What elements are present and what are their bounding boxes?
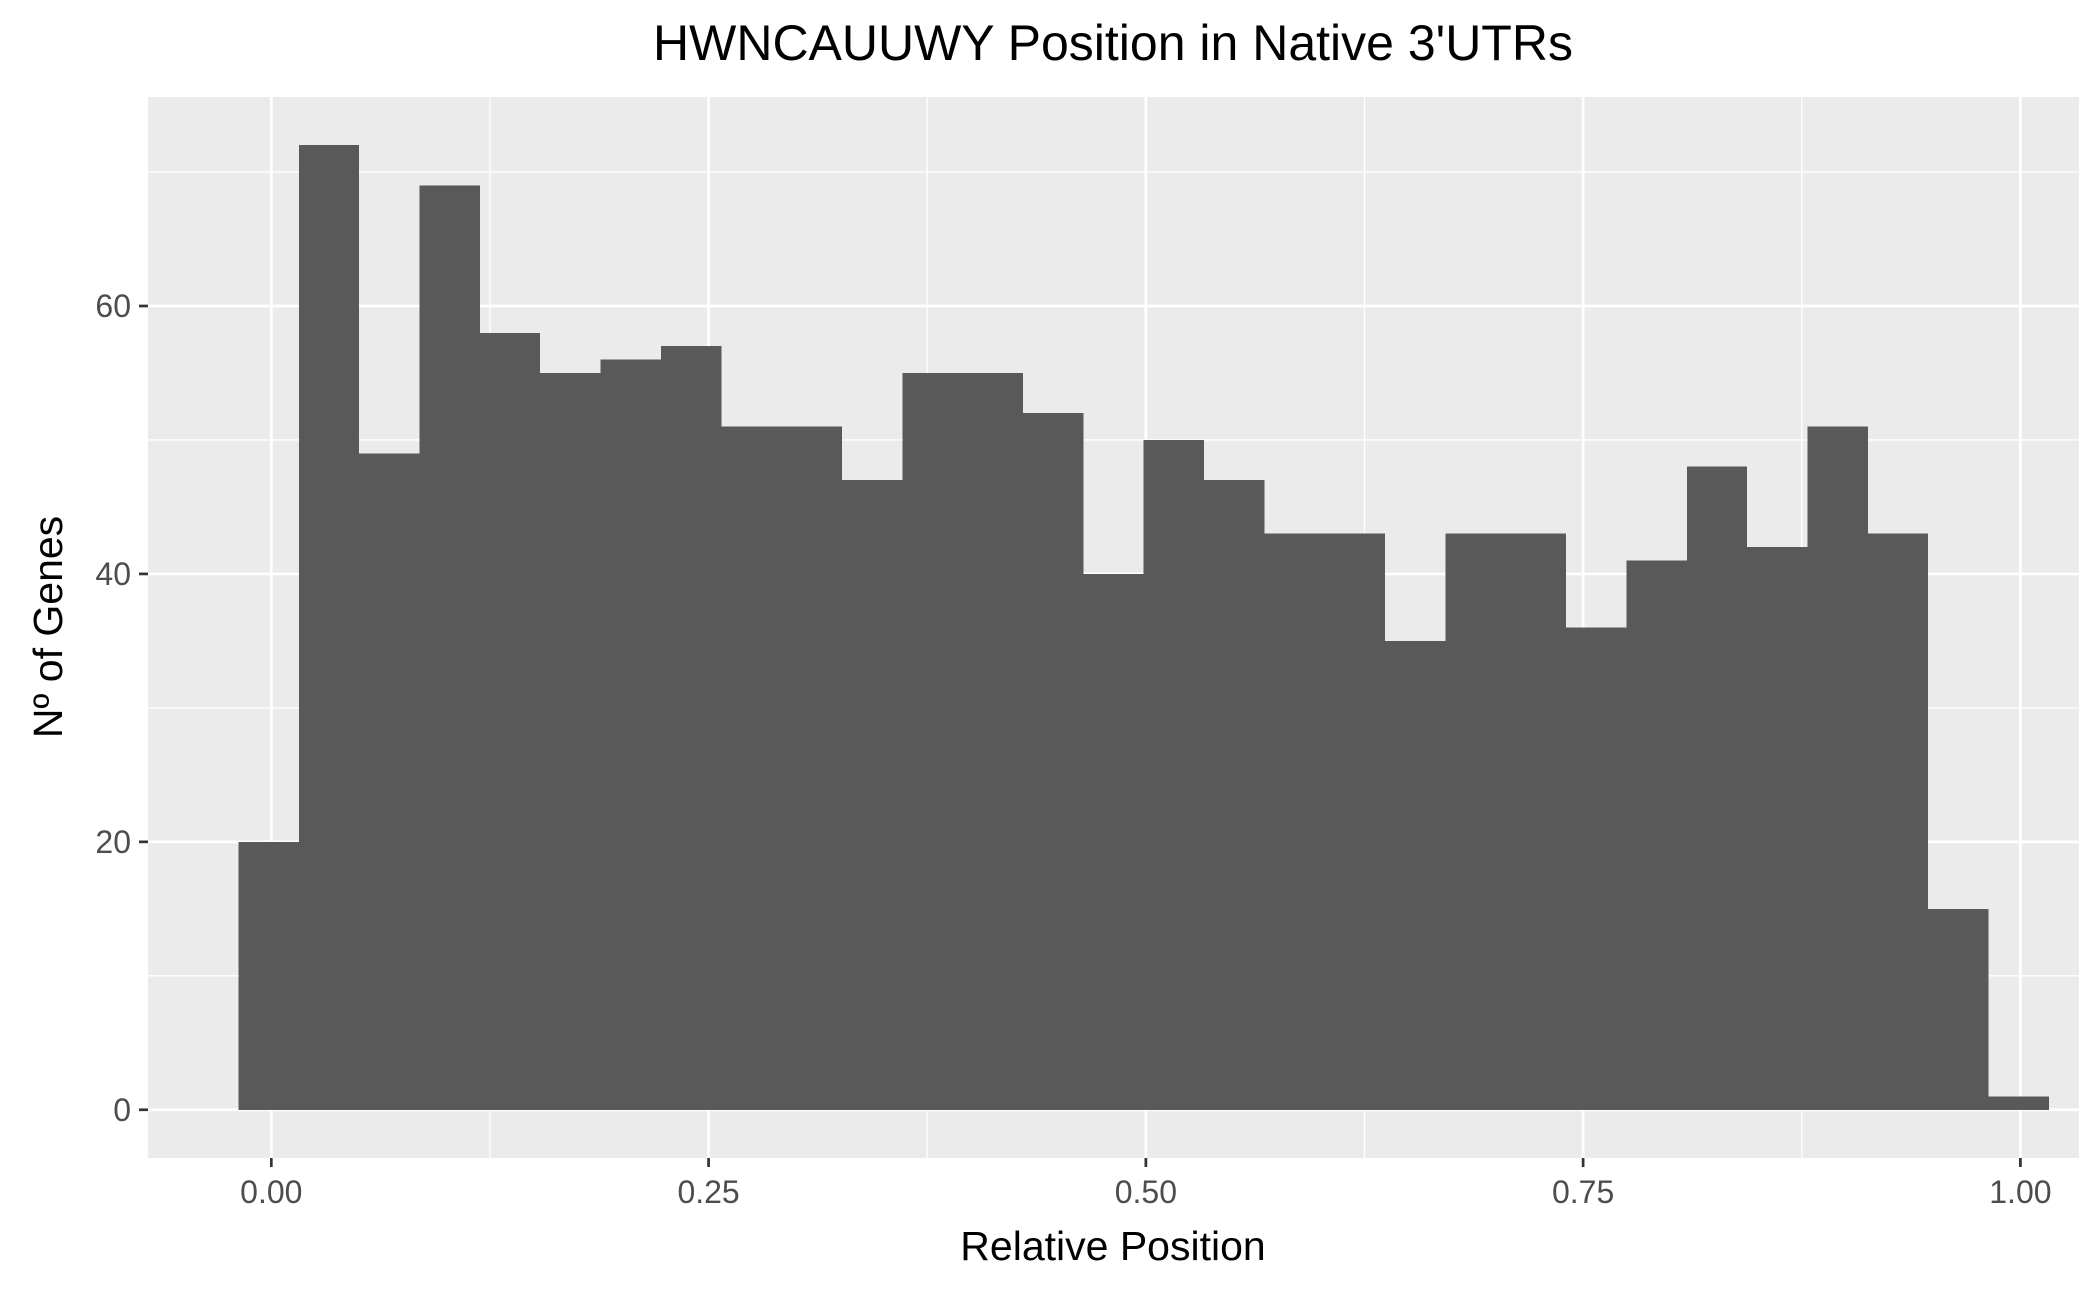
histogram-bar: [540, 372, 601, 1110]
histogram-bar: [1204, 480, 1265, 1110]
chart-title: HWNCAUUWY Position in Native 3'UTRs: [653, 15, 1573, 71]
histogram-bar: [1686, 466, 1748, 1110]
x-axis: 0.00 0.25 0.50 0.75 1.00: [240, 1158, 2052, 1210]
histogram-bar: [781, 426, 842, 1110]
histogram-bar: [962, 372, 1023, 1110]
histogram-bar: [1807, 426, 1868, 1110]
histogram-bar: [600, 359, 661, 1110]
y-tick-label: 60: [95, 288, 131, 324]
histogram-bar: [660, 346, 722, 1110]
histogram-bar: [1867, 533, 1929, 1110]
x-axis-title: Relative Position: [960, 1223, 1265, 1269]
histogram-bar: [1264, 533, 1325, 1110]
x-tick-label: 0.75: [1552, 1174, 1614, 1210]
histogram-bar: [1324, 533, 1386, 1110]
histogram-bar: [419, 185, 480, 1110]
x-tick-label: 0.00: [240, 1174, 302, 1210]
histogram-bar: [238, 841, 299, 1110]
histogram-bar: [1747, 547, 1808, 1110]
histogram-bar: [1626, 560, 1687, 1110]
histogram-bar: [479, 332, 541, 1110]
y-axis: 0 20 40 60: [95, 288, 148, 1128]
y-axis-title: Nº of Genes: [25, 516, 71, 738]
histogram-bar: [1988, 1096, 2049, 1110]
histogram-bar: [1928, 908, 1989, 1110]
histogram-bar: [902, 372, 963, 1110]
histogram-bar: [1022, 413, 1084, 1110]
histogram-bars: [238, 145, 2049, 1110]
histogram-bar: [1143, 439, 1205, 1110]
x-tick-label: 1.00: [1989, 1174, 2051, 1210]
histogram-bar: [298, 145, 360, 1110]
y-tick-label: 20: [95, 824, 131, 860]
histogram-bar: [1445, 533, 1506, 1110]
histogram-bar: [841, 480, 903, 1110]
histogram-bar: [1385, 640, 1446, 1110]
y-tick-label: 0: [113, 1092, 131, 1128]
x-tick-label: 0.50: [1115, 1174, 1177, 1210]
histogram-bar: [1566, 627, 1627, 1110]
histogram-bar: [721, 426, 782, 1110]
histogram-bar: [359, 453, 420, 1110]
histogram-bar: [1505, 533, 1567, 1110]
x-tick-label: 0.25: [677, 1174, 739, 1210]
y-tick-label: 40: [95, 556, 131, 592]
histogram-bar: [1083, 573, 1144, 1110]
